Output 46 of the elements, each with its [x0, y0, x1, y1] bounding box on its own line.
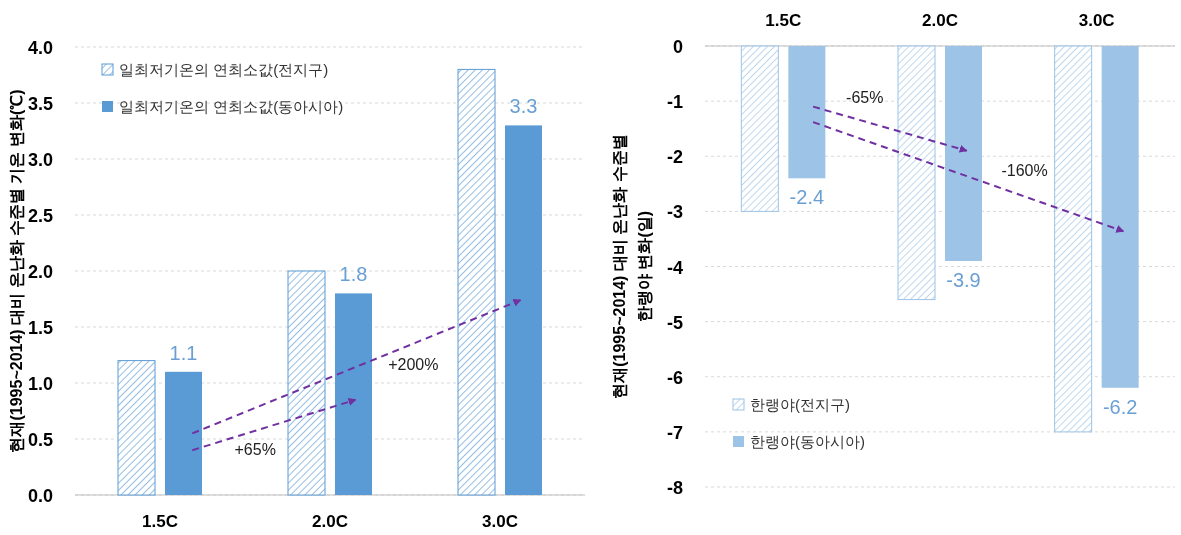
y-tick-label: -3	[666, 202, 683, 223]
bar	[505, 125, 542, 495]
bar	[335, 293, 372, 495]
bar	[165, 371, 202, 495]
y-tick-label: -4	[666, 257, 683, 278]
y-tick-label: -5	[666, 312, 683, 333]
legend-label: 일최저기온의 연최소값(전지구)	[119, 61, 329, 78]
y-tick-label: 4.0	[27, 38, 53, 58]
bar	[457, 68, 496, 496]
y-tick-label: -1	[666, 92, 683, 113]
data-label: -2.4	[789, 186, 825, 209]
y-tick-label: -7	[666, 422, 683, 443]
x-tick-label: 1.5C	[142, 512, 178, 531]
annotation: -160%	[1001, 161, 1048, 179]
y-tick-label: 0.5	[27, 430, 53, 450]
y-tick-label: 0.0	[27, 486, 53, 506]
x-tick-label: 3.0C	[482, 512, 518, 531]
bar	[287, 270, 326, 496]
bar	[117, 360, 156, 496]
y-tick-label: 2.5	[27, 206, 53, 226]
annotation: +200%	[388, 355, 439, 373]
legend-label: 일최저기온의 연최소값(동아시아)	[119, 98, 344, 115]
y-tick-label: -2	[666, 147, 683, 168]
legend-label: 한랭야(전지구)	[750, 396, 850, 413]
data-label: -3.9	[946, 268, 981, 291]
annotation: +65%	[234, 440, 276, 458]
x-tick-label: 2.0C	[922, 11, 958, 30]
legend-label: 한랭야(동아시아)	[750, 433, 865, 450]
data-label: 1.8	[339, 263, 368, 286]
data-label: -6.2	[1102, 395, 1138, 418]
data-label: 3.3	[509, 95, 538, 118]
y-tick-label: 1.5	[27, 318, 53, 338]
y-tick-label: 3.0	[27, 150, 53, 170]
x-tick-label: 1.5C	[765, 11, 802, 30]
y-tick-label: 3.5	[27, 94, 53, 114]
y-tick-label: -8	[666, 478, 683, 498]
y-tick-label: 1.0	[27, 374, 53, 394]
y-tick-label: -6	[666, 367, 683, 388]
x-tick-label: 2.0C	[312, 512, 348, 531]
y-axis-title: 현재(1995~2014) 대비 온난화 수준별 기온 변화(℃)	[8, 89, 25, 453]
y-tick-label: 2.0	[27, 262, 53, 282]
x-tick-label: 3.0C	[1078, 11, 1115, 30]
annotation: -65%	[846, 89, 884, 107]
data-label: 1.1	[169, 341, 198, 364]
y-axis-title: 현재(1995~2014) 대비 온난화 수준별 한랭야 변화(일)	[611, 134, 653, 399]
y-tick-label: 0	[672, 37, 683, 57]
